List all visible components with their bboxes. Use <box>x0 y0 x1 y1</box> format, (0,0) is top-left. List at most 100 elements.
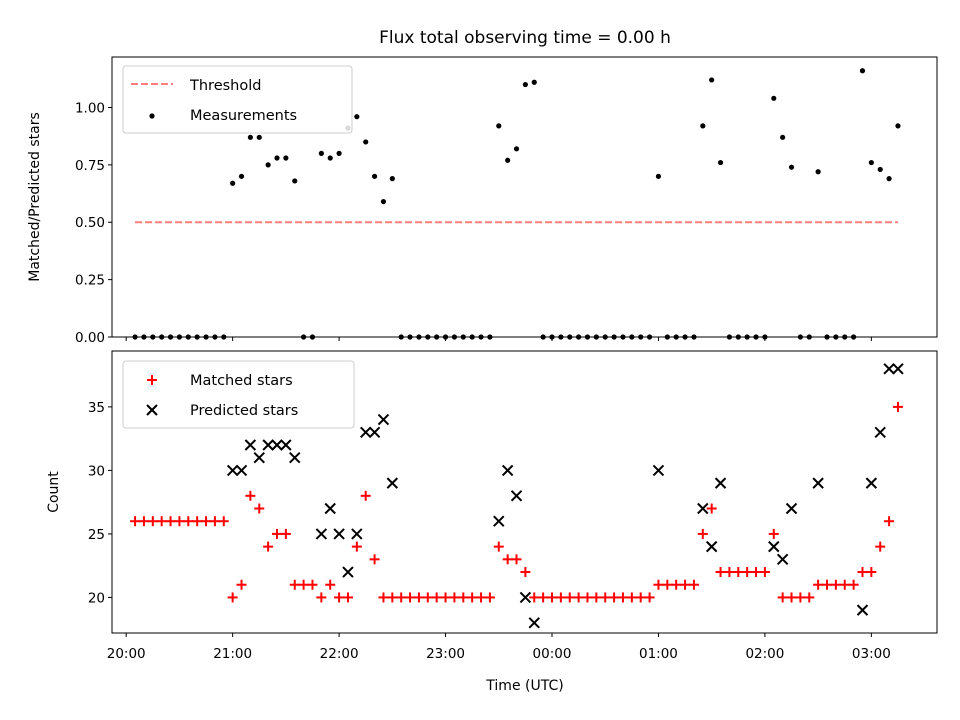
predicted-star-point <box>235 464 248 477</box>
measurement-point <box>247 134 253 140</box>
measurement-point <box>256 134 262 140</box>
predicted-star-point <box>697 502 709 515</box>
matched-star-point <box>697 528 708 539</box>
matched-star-point <box>617 592 628 603</box>
predicted-star-point <box>510 490 523 502</box>
measurement-point <box>336 150 342 156</box>
measurement-point <box>389 176 395 182</box>
measurement-point <box>354 114 360 120</box>
measurement-point <box>868 159 874 166</box>
predicted-star-point <box>493 515 505 527</box>
measurement-point <box>709 77 715 83</box>
legend-measurements-swatch <box>149 113 155 119</box>
matched-star-point <box>147 516 158 527</box>
matched-star-point <box>325 579 336 590</box>
matched-star-point <box>600 592 611 603</box>
measurement-point <box>327 155 333 161</box>
legend-predicted-label: Predicted stars <box>190 403 298 419</box>
matched-star-point <box>848 579 859 590</box>
matched-star-point <box>875 541 886 552</box>
matched-star-point <box>130 516 141 527</box>
count-y-axis-label: Count <box>46 471 62 513</box>
predicted-star-point <box>368 426 381 439</box>
measurement-point <box>895 123 901 129</box>
matched-star-point <box>742 567 753 578</box>
measurement-point <box>371 173 378 179</box>
matched-star-point <box>857 567 868 578</box>
measurement-point <box>815 169 821 175</box>
measurement-point <box>274 155 280 161</box>
matched-star-point <box>644 592 655 603</box>
matched-star-point <box>502 554 513 565</box>
predicted-star-point <box>342 566 354 578</box>
chart-title: Flux total observing time = 0.00 h <box>379 28 671 48</box>
measurement-point <box>238 173 245 179</box>
predicted-star-point <box>324 502 336 515</box>
measurement-point <box>496 123 502 129</box>
predicted-star-point <box>705 540 718 553</box>
matched-star-point <box>538 592 549 603</box>
matched-star-point <box>289 579 300 590</box>
matched-star-point <box>777 592 788 603</box>
matched-star-point <box>609 592 620 603</box>
matched-star-point <box>529 592 540 603</box>
matched-star-point <box>839 579 850 590</box>
legend-predicted-swatch <box>146 404 158 416</box>
ratio-panel: 0.00 0.25 0.50 0.75 1.00 Matched/Predicted s… <box>27 56 938 346</box>
predicted-star-point <box>501 464 514 477</box>
ratio-y-tick-label: 0.25 <box>75 273 105 289</box>
predicted-star-point <box>253 451 265 464</box>
count-x-tick-label: 02:00 <box>745 646 784 662</box>
measurement-point <box>522 81 528 88</box>
matched-star-point <box>662 579 673 590</box>
predicted-star-point <box>289 451 301 464</box>
matched-star-point <box>183 516 194 527</box>
measurement-point <box>283 155 289 161</box>
matched-star-point <box>334 592 345 603</box>
predicted-star-point <box>652 464 665 477</box>
predicted-star-point <box>776 553 789 566</box>
matched-star-point <box>396 592 407 603</box>
count-x-tick-label: 23:00 <box>426 646 465 662</box>
matched-star-point <box>813 579 824 590</box>
matched-star-point <box>795 592 806 603</box>
measurement-point <box>886 176 892 182</box>
matched-star-point <box>547 592 557 603</box>
matched-star-point <box>759 567 770 578</box>
predicted-star-point <box>244 439 257 451</box>
matched-star-point <box>520 567 531 578</box>
matched-star-point <box>378 592 389 603</box>
count-y-tick-label: 20 <box>88 590 105 606</box>
count-x-tick-label: 01:00 <box>639 646 678 662</box>
matched-star-point <box>484 592 495 603</box>
matched-star-point <box>422 592 433 603</box>
matched-star-point <box>751 567 762 578</box>
ratio-y-tick-label: 0.75 <box>75 158 105 174</box>
matched-star-point <box>733 567 744 578</box>
matched-star-point <box>786 592 797 603</box>
matched-star-point <box>564 592 575 603</box>
ratio-legend: Threshold Measurements <box>122 65 353 134</box>
matched-star-point <box>174 516 185 527</box>
ratio-y-axis-label: Matched/Predicted stars <box>27 112 43 282</box>
count-x-tick-label: 03:00 <box>852 646 891 662</box>
matched-star-point <box>493 541 504 552</box>
matched-star-point <box>822 579 832 590</box>
predicted-star-point <box>280 439 292 451</box>
matched-star-point <box>476 592 487 603</box>
count-x-tick-label: 22:00 <box>320 646 359 662</box>
matched-star-point <box>458 592 469 603</box>
predicted-star-point <box>226 464 239 477</box>
matched-star-point <box>156 516 167 527</box>
matched-star-point <box>866 567 877 578</box>
measurement-point <box>655 173 662 179</box>
matched-star-point <box>892 401 903 412</box>
count-y-tick-label: 35 <box>88 400 105 416</box>
ratio-y-tick-label: 1.00 <box>75 100 105 116</box>
measurement-point <box>780 134 786 140</box>
legend-matched-swatch <box>147 375 157 385</box>
ratio-y-tick-label: 0.00 <box>75 330 105 346</box>
measurement-point <box>700 123 706 129</box>
matched-star-point <box>680 579 691 590</box>
